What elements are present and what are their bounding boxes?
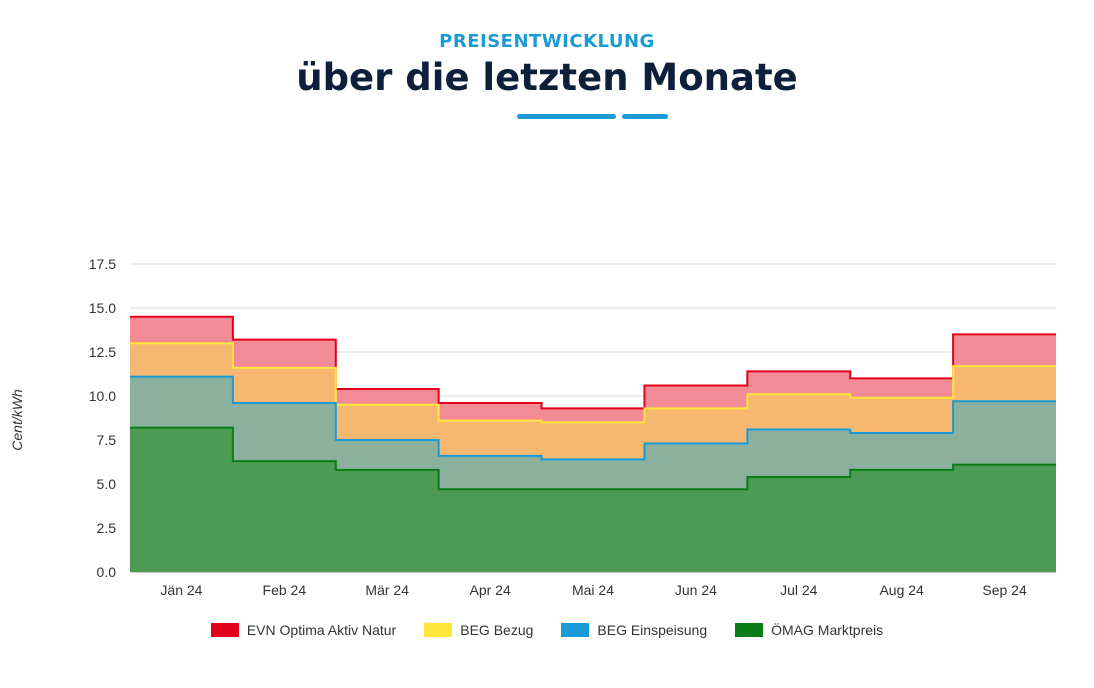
x-tick-label: Apr 24 xyxy=(469,582,510,598)
x-tick-label: Feb 24 xyxy=(263,582,307,598)
y-tick-label: 7.5 xyxy=(97,432,117,448)
series-line xyxy=(130,375,1056,461)
area-series xyxy=(130,315,1056,572)
chart-legend: EVN Optima Aktiv Natur BEG Bezug BEG Einsp… xyxy=(0,622,1094,638)
y-axis-label: Cent/kWh xyxy=(9,389,25,451)
y-tick-label: 15.0 xyxy=(89,300,116,316)
series-line xyxy=(130,426,1056,491)
legend-label: BEG Einspeisung xyxy=(597,622,708,638)
x-tick-label: Jul 24 xyxy=(780,582,818,598)
title-underline-long xyxy=(517,114,616,119)
series-line xyxy=(130,315,1056,410)
x-tick-label: Aug 24 xyxy=(879,582,924,598)
x-tick-label: Sep 24 xyxy=(982,582,1027,598)
legend-label: EVN Optima Aktiv Natur xyxy=(246,622,397,638)
legend-swatch xyxy=(735,623,764,637)
y-tick-label: 17.5 xyxy=(89,256,116,272)
y-tick-label: 5.0 xyxy=(97,476,117,492)
legend-item[interactable]: ÖMAG Marktpreis xyxy=(735,622,883,638)
area--mag-marktpreis xyxy=(130,427,1056,572)
legend-swatch xyxy=(210,623,239,637)
page-kicker: PREISENTWICKLUNG xyxy=(439,31,655,52)
axes: 0.0 2.5 5.0 7.5 10.0 12.5 15.0 17.5 Jän 24 Feb 24… xyxy=(89,256,1027,598)
title-underline-short xyxy=(622,114,668,119)
y-tick-label: 2.5 xyxy=(97,520,117,536)
series-line xyxy=(130,342,1056,424)
legend-label: BEG Bezug xyxy=(460,622,534,638)
page-title: über die letzten Monate xyxy=(296,56,798,99)
x-tick-label: Jun 24 xyxy=(675,582,717,598)
y-tick-label: 10.0 xyxy=(89,388,116,404)
legend-swatch xyxy=(561,623,590,637)
x-tick-label: Mär 24 xyxy=(365,582,409,598)
x-tick-label: Jän 24 xyxy=(160,582,202,598)
legend-swatch xyxy=(424,623,453,637)
y-tick-label: 12.5 xyxy=(89,344,116,360)
legend-label: ÖMAG Marktpreis xyxy=(771,622,884,638)
legend-item[interactable]: EVN Optima Aktiv Natur xyxy=(210,622,397,638)
legend-item[interactable]: BEG Einspeisung xyxy=(561,622,707,638)
x-tick-label: Mai 24 xyxy=(572,582,614,598)
y-tick-label: 0.0 xyxy=(97,564,117,580)
legend-item[interactable]: BEG Bezug xyxy=(424,622,533,638)
